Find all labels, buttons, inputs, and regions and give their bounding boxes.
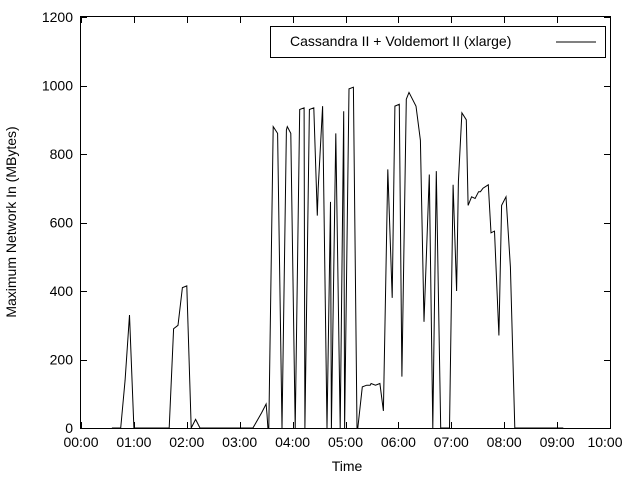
- x-tick-label: 00:00: [63, 434, 98, 450]
- x-tick-label: 10:00: [587, 434, 622, 450]
- series-layer: [111, 86, 564, 429]
- y-tick-label: 0: [65, 420, 73, 436]
- x-tick-label: 05:00: [328, 434, 363, 450]
- x-tick-label: 01:00: [116, 434, 151, 450]
- y-tick-label: 600: [50, 215, 74, 231]
- x-tick-label: 07:00: [434, 434, 469, 450]
- plot-frame: [80, 16, 611, 429]
- x-tick-label: 09:00: [540, 434, 575, 450]
- legend-label: Cassandra II + Voldemort II (xlarge): [290, 33, 511, 49]
- legend-box: [270, 26, 606, 58]
- y-tick-label: 200: [50, 352, 74, 368]
- x-axis-label: Time: [332, 458, 363, 474]
- y-tick-label: 1000: [42, 78, 73, 94]
- y-tick-label: 1200: [42, 9, 73, 25]
- x-tick-label: 04:00: [275, 434, 310, 450]
- x-tick-label: 02:00: [169, 434, 204, 450]
- x-tick-label: 03:00: [222, 434, 257, 450]
- legend: Cassandra II + Voldemort II (xlarge): [270, 26, 606, 58]
- y-tick-label: 800: [50, 146, 74, 162]
- series-line: [111, 86, 564, 429]
- x-tick-label: 06:00: [381, 434, 416, 450]
- x-axis-ticks: 00:00 01:00 02:00 03:00 04:00 05:00 06:00 07:00…: [63, 17, 623, 450]
- x-tick-label: 08:00: [487, 434, 522, 450]
- y-axis-label: Maximum Network In (MBytes): [3, 126, 19, 317]
- y-tick-label: 400: [50, 283, 74, 299]
